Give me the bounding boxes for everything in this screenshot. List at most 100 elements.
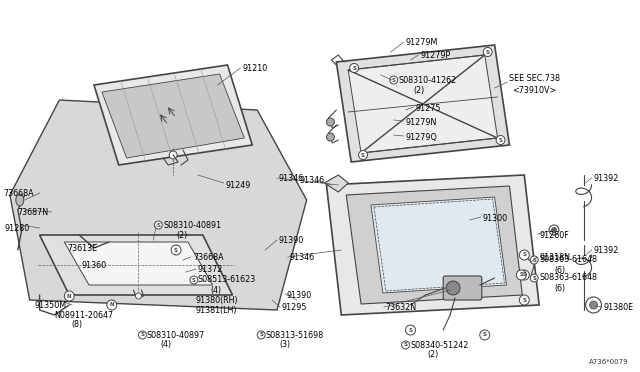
Circle shape (136, 293, 141, 299)
Text: 91380E: 91380E (604, 304, 634, 312)
Polygon shape (40, 235, 232, 295)
Text: 91210: 91210 (243, 64, 268, 73)
Text: (6): (6) (554, 266, 565, 275)
Polygon shape (326, 175, 539, 315)
Text: S08340-51242: S08340-51242 (410, 340, 469, 350)
Circle shape (520, 295, 529, 305)
Text: S: S (522, 298, 526, 302)
Text: N08911-20647: N08911-20647 (54, 311, 113, 320)
Text: SEE SEC.738: SEE SEC.738 (509, 74, 561, 83)
Text: 73687N: 73687N (18, 208, 49, 217)
Text: 91346: 91346 (300, 176, 325, 185)
Text: 91260F: 91260F (539, 231, 569, 240)
Polygon shape (348, 55, 497, 153)
Text: A736*0079: A736*0079 (589, 359, 628, 365)
Circle shape (549, 225, 559, 235)
Text: 91279N: 91279N (406, 118, 437, 126)
Text: 73668A: 73668A (193, 253, 223, 263)
Text: S08310-40891: S08310-40891 (163, 221, 221, 230)
Text: 91380(RH): 91380(RH) (196, 295, 239, 305)
Text: S08310-41262: S08310-41262 (399, 76, 457, 84)
Text: S: S (361, 153, 365, 157)
Circle shape (390, 76, 397, 84)
Text: S08310-40897: S08310-40897 (147, 330, 205, 340)
Text: 91280: 91280 (5, 224, 30, 232)
Text: 91346: 91346 (290, 253, 315, 263)
Text: S: S (404, 343, 408, 347)
Ellipse shape (16, 194, 24, 206)
Text: 91381(LH): 91381(LH) (196, 305, 237, 314)
Text: S08363-61648: S08363-61648 (539, 273, 597, 282)
Circle shape (520, 250, 529, 260)
Text: 91372: 91372 (198, 266, 223, 275)
Text: S: S (519, 273, 524, 278)
Circle shape (257, 331, 265, 339)
Text: S08363-61648: S08363-61648 (539, 256, 597, 264)
Text: S: S (499, 138, 502, 142)
Text: S: S (352, 65, 356, 71)
Text: S: S (192, 278, 196, 282)
Polygon shape (371, 197, 506, 293)
Text: 73613E: 73613E (67, 244, 97, 253)
Circle shape (531, 256, 538, 264)
Text: S: S (532, 276, 536, 280)
Text: (2): (2) (413, 86, 425, 94)
Circle shape (586, 297, 602, 313)
Circle shape (552, 228, 556, 232)
Text: 91346: 91346 (279, 173, 304, 183)
Circle shape (326, 133, 334, 141)
FancyBboxPatch shape (443, 276, 482, 300)
Circle shape (190, 276, 198, 284)
Polygon shape (346, 186, 522, 304)
Text: 73668A: 73668A (3, 189, 33, 198)
Polygon shape (337, 45, 509, 162)
Text: S: S (392, 77, 396, 83)
Text: S: S (408, 327, 413, 333)
Text: 91392: 91392 (593, 173, 619, 183)
Text: 91279P: 91279P (420, 51, 451, 60)
Text: (2): (2) (176, 231, 188, 240)
Text: N: N (67, 294, 72, 298)
Text: 91275: 91275 (415, 103, 441, 112)
Text: <73910V>: <73910V> (513, 86, 557, 94)
Text: S: S (486, 49, 490, 55)
Text: S: S (156, 222, 160, 228)
Text: S: S (174, 247, 178, 253)
Text: 91390: 91390 (287, 291, 312, 299)
Text: 91300: 91300 (483, 214, 508, 222)
Polygon shape (10, 100, 307, 310)
Circle shape (107, 300, 116, 310)
Polygon shape (94, 65, 252, 165)
Text: S: S (532, 257, 536, 263)
Circle shape (154, 221, 162, 229)
Text: 91390: 91390 (279, 235, 304, 244)
Text: 91279M: 91279M (406, 38, 438, 46)
Text: 91318N: 91318N (539, 253, 570, 263)
Circle shape (516, 270, 526, 280)
Text: S: S (259, 333, 263, 337)
Circle shape (171, 245, 181, 255)
Text: (6): (6) (554, 283, 565, 292)
Text: S08513-61623: S08513-61623 (198, 276, 256, 285)
Text: 91350M: 91350M (35, 301, 67, 310)
Circle shape (520, 270, 529, 280)
Circle shape (169, 151, 177, 159)
Text: S: S (140, 333, 145, 337)
Circle shape (483, 48, 492, 57)
Text: 73632N: 73632N (386, 304, 417, 312)
Circle shape (531, 274, 538, 282)
Text: N: N (109, 302, 114, 308)
Circle shape (358, 151, 367, 160)
Text: S: S (522, 253, 526, 257)
Text: S: S (522, 273, 526, 278)
Circle shape (349, 64, 358, 73)
Polygon shape (324, 175, 348, 192)
Circle shape (496, 135, 505, 144)
Circle shape (402, 341, 410, 349)
Text: S08313-51698: S08313-51698 (265, 330, 323, 340)
Text: 91360: 91360 (81, 260, 106, 269)
Circle shape (64, 291, 74, 301)
Text: (3): (3) (279, 340, 290, 350)
Text: 91392: 91392 (593, 246, 619, 254)
Circle shape (589, 301, 598, 309)
